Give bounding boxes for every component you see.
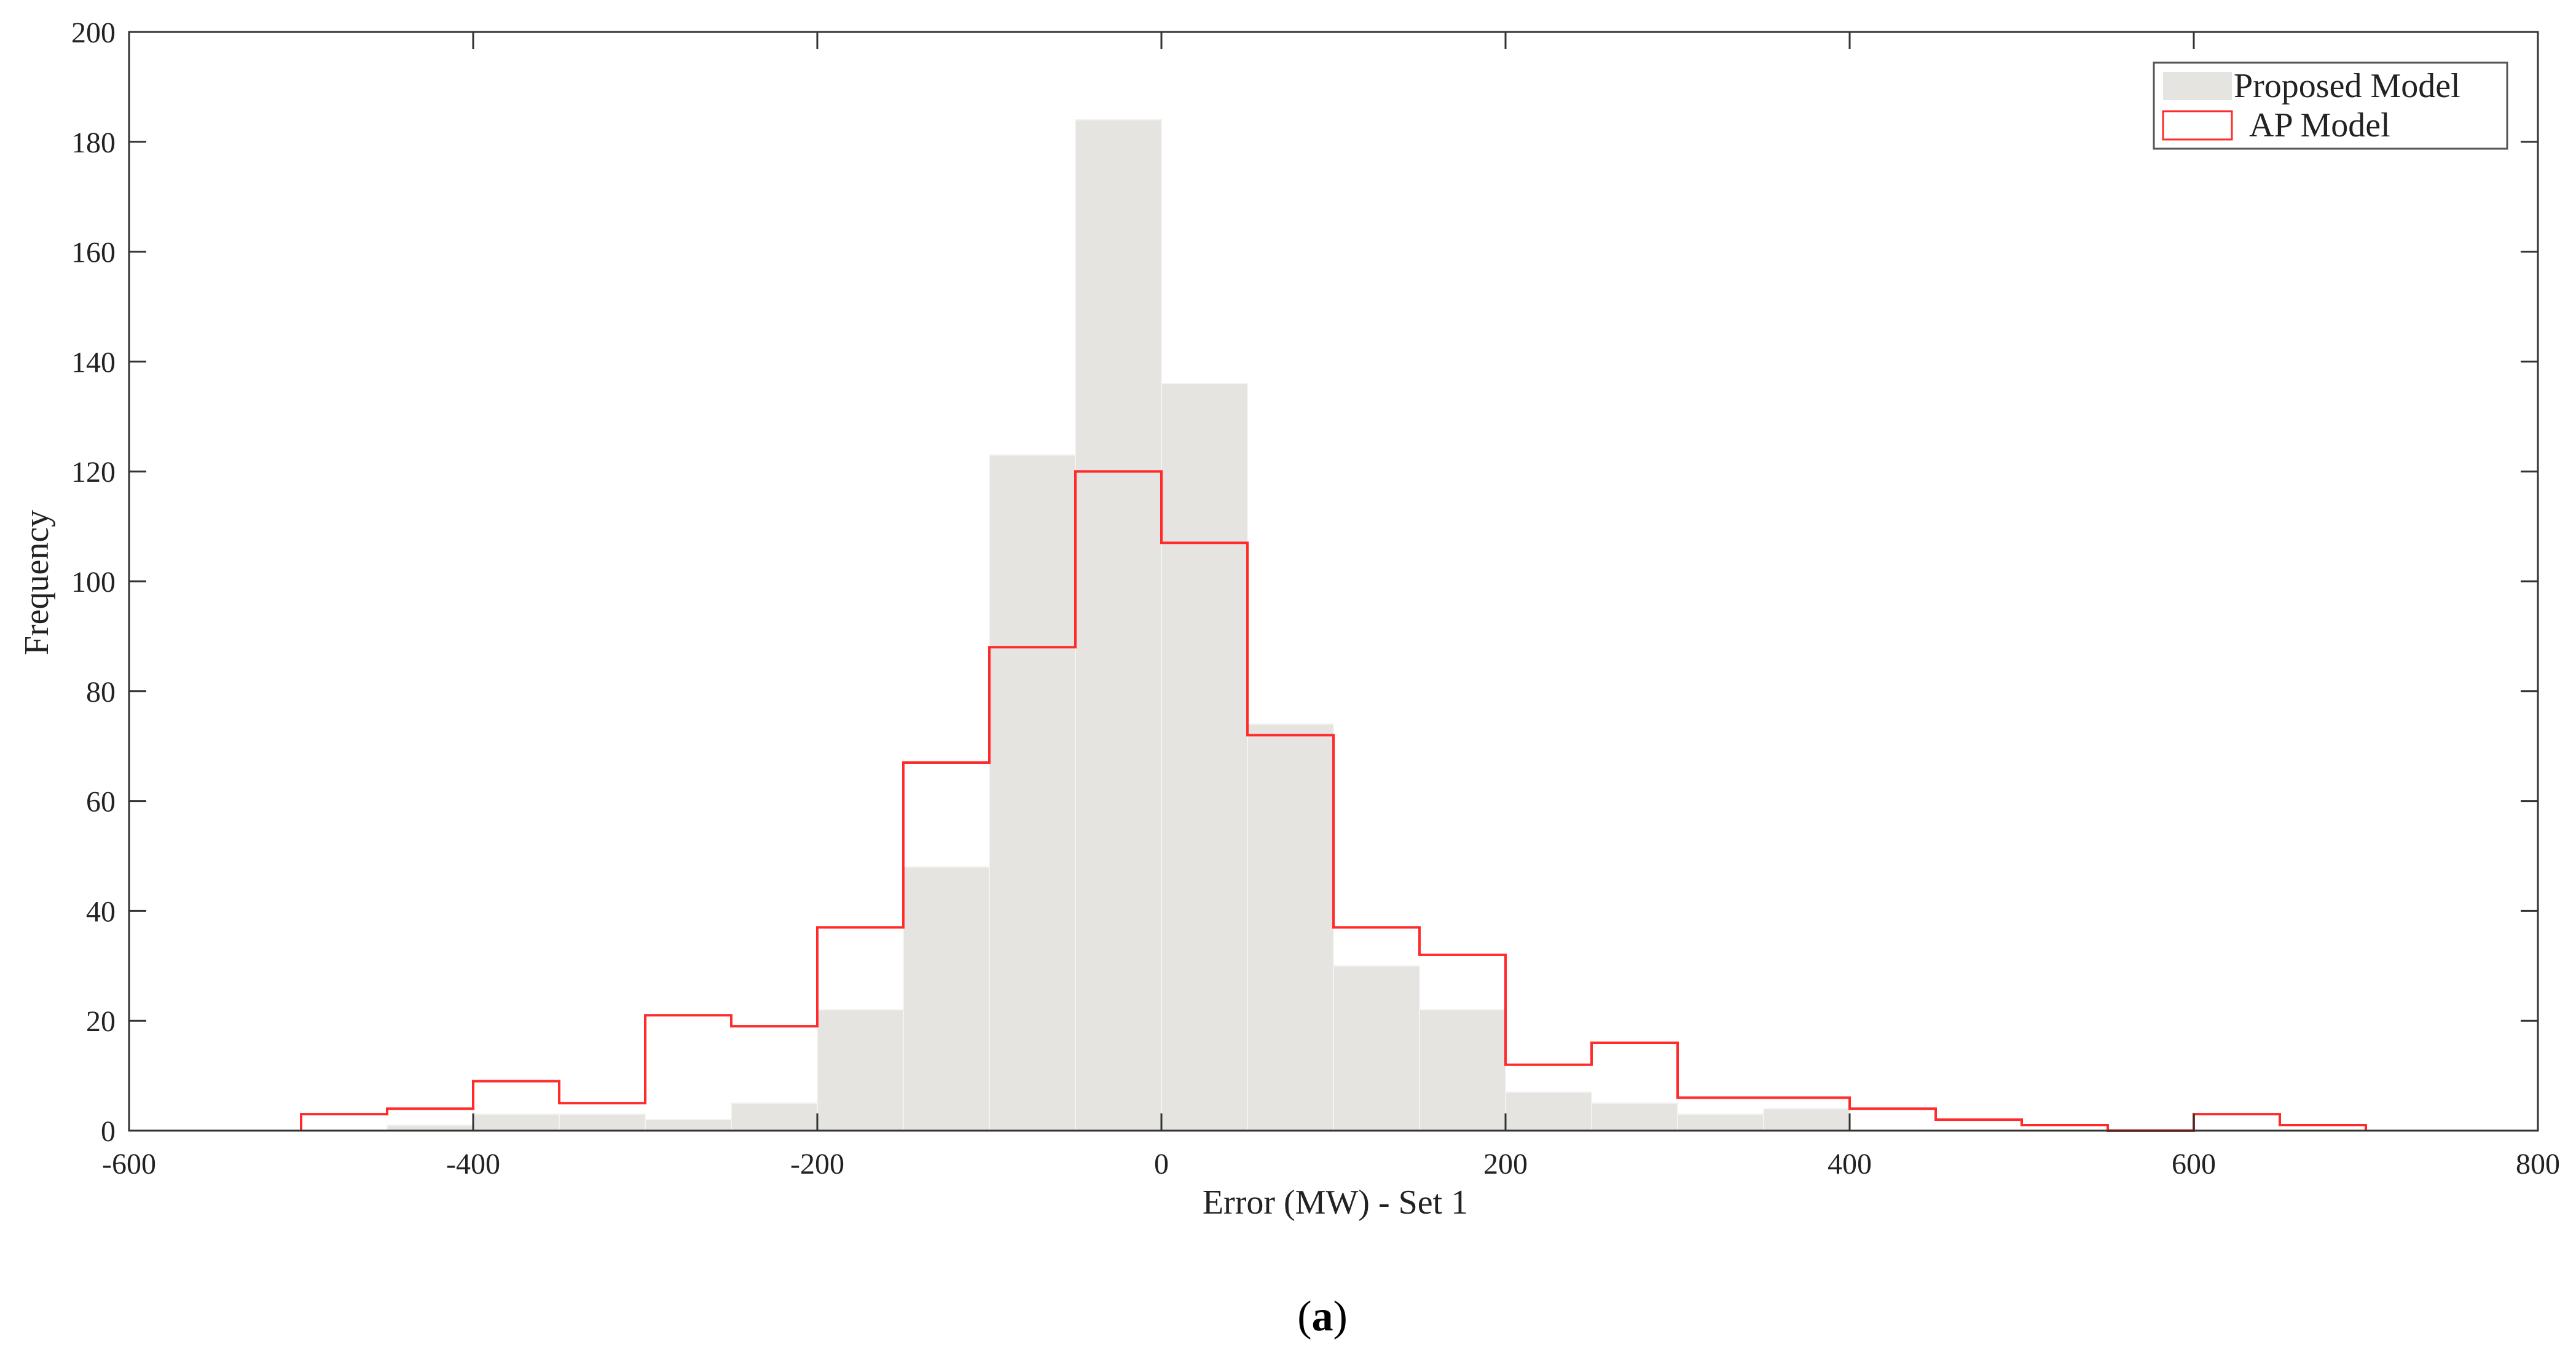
y-tick-label: 80 [86, 676, 116, 708]
histogram-bar-proposed [1419, 1009, 1506, 1131]
caption-close-paren: ) [1333, 1293, 1348, 1340]
x-tick-label: -400 [446, 1148, 500, 1180]
y-tick-label: 180 [71, 127, 116, 159]
histogram-bar-proposed [731, 1102, 818, 1132]
histogram-bar-proposed [1247, 723, 1334, 1131]
y-tick-label: 60 [86, 786, 116, 818]
figure-caption: (a) [1297, 1293, 1348, 1340]
y-tick-label: 160 [71, 237, 116, 269]
histogram-bar-proposed [1505, 1091, 1592, 1132]
histogram-bar-proposed [1075, 119, 1162, 1131]
x-tick-label: 200 [1483, 1148, 1528, 1180]
y-tick-label: 0 [101, 1115, 116, 1148]
histogram-bar-proposed [559, 1113, 646, 1132]
histogram-bar-proposed [1161, 383, 1248, 1131]
x-tick-label: 600 [2172, 1148, 2216, 1180]
histogram-bar-proposed [817, 1009, 904, 1131]
histogram-bar-proposed [645, 1119, 732, 1131]
legend: Proposed Model AP Model [2153, 61, 2508, 150]
histogram-bar-proposed [1591, 1102, 1678, 1132]
x-tick-label: 800 [2516, 1148, 2560, 1180]
histogram-bar-proposed [473, 1113, 560, 1132]
x-tick-label: 0 [1154, 1148, 1169, 1180]
legend-label-proposed: Proposed Model [2234, 67, 2460, 105]
caption-letter: a [1312, 1293, 1333, 1340]
legend-swatch-ap [2162, 110, 2233, 141]
y-tick-label: 100 [71, 566, 116, 599]
histogram-bar-proposed [1333, 965, 1420, 1132]
axes-layer: -600 -400 -200 0 200 400 600 800 0 20 40 60 80 100 120… [71, 17, 2560, 1180]
y-axis-title: Frequency [18, 510, 56, 655]
caption-open-paren: ( [1297, 1293, 1311, 1340]
histogram-outline-ap [300, 470, 2367, 1132]
y-tick-label: 20 [86, 1005, 116, 1038]
x-tick-label: 400 [1828, 1148, 1872, 1180]
legend-swatch-proposed [2163, 72, 2232, 100]
histogram-bar-proposed [989, 454, 1076, 1131]
x-tick-label: -200 [790, 1148, 844, 1180]
histogram-bar-proposed [1763, 1108, 1850, 1131]
x-tick-label: -600 [102, 1148, 156, 1180]
x-axis-title: Error (MW) - Set 1 [1203, 1183, 1468, 1222]
y-tick-label: 200 [71, 17, 116, 49]
y-tick-label: 140 [71, 346, 116, 379]
y-tick-label: 40 [86, 895, 116, 928]
histogram-bar-proposed [903, 866, 990, 1131]
y-tick-label: 120 [71, 456, 116, 489]
legend-label-ap: AP Model [2249, 106, 2390, 144]
histogram-bar-proposed [1677, 1113, 1764, 1132]
series-layer [300, 119, 2367, 1132]
